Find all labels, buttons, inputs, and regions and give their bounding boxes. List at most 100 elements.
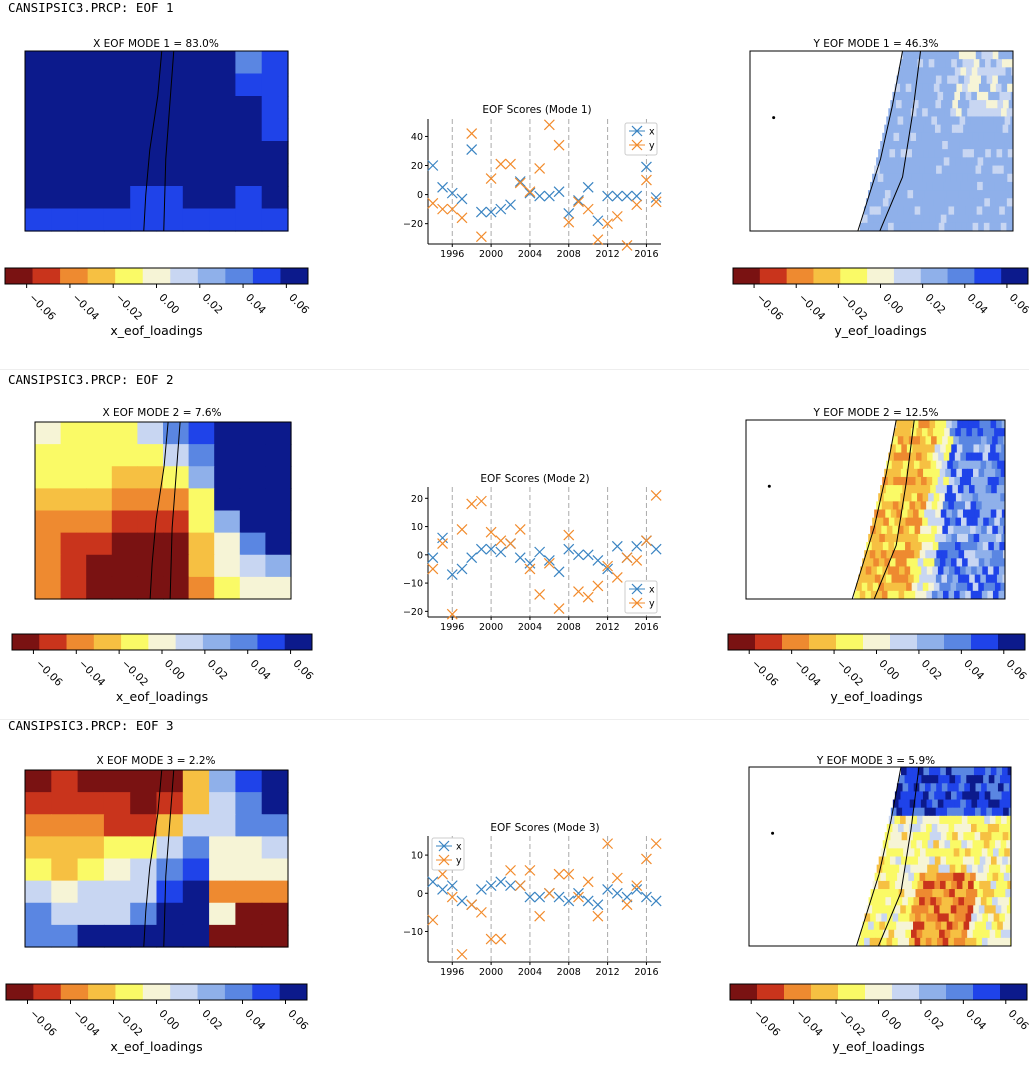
legend-label: x [456,842,462,853]
score-point-x [641,891,652,903]
score-point-x [621,190,633,202]
y-tick-label: 20 [411,161,423,172]
legend-label: y [649,599,655,610]
score-point-x [611,540,623,552]
score-point-y [543,119,555,131]
score-point-y [611,210,623,222]
score-point-y [563,529,575,541]
score-point-y [582,203,594,215]
score-point-x [573,887,584,899]
score-point-y [475,906,487,918]
colorbar-tick-label: −0.06 [27,292,58,323]
score-point-y [446,608,458,620]
x-eof-map: X EOF MODE 2 = 7.6% [34,407,292,600]
x-eof-map: X EOF MODE 3 = 2.2% [24,755,289,948]
row-title: CANSIPSIC3.PRCP: EOF 2 [8,372,174,387]
score-point-y [553,139,565,151]
x-tick-label: 2004 [518,967,542,978]
score-point-x [427,552,439,564]
score-point-x [582,549,594,561]
legend-label: x [649,127,655,138]
y-tick-label: 40 [411,132,423,143]
x-tick-label: 2000 [479,622,503,633]
score-point-y [602,838,614,850]
colorbar-tick-label: 0.06 [290,658,315,683]
legend-marker [438,840,450,852]
eof-row-2: CANSIPSIC3.PRCP: EOF 2 X EOF MODE 2 = 7.… [0,372,1029,724]
score-point-y [485,933,497,945]
row-title: CANSIPSIC3.PRCP: EOF 1 [8,0,174,15]
scores-title: EOF Scores (Mode 1) [482,104,591,116]
scores-plot: −20 −10 0 10 20 1996 2000 2004 2008 2012 2016 xy [403,487,662,633]
y-tick-label: 10 [411,522,423,533]
score-point-y [485,173,497,185]
y-tick-label: −20 [403,219,423,230]
score-point-x [631,540,643,552]
score-point-y [475,231,487,243]
score-point-x [592,215,604,227]
score-point-y [485,526,497,538]
score-point-y [524,186,536,198]
score-point-y [514,880,526,892]
score-point-x [611,887,623,899]
legend-marker [631,597,643,609]
score-point-x [475,543,487,555]
colorbar-tick-label: 0.00 [876,658,901,683]
colorbar-label: y_eof_loadings [834,323,926,338]
score-point-x [466,144,478,155]
scores-legend: xy [624,580,658,614]
score-point-y [543,557,555,569]
score-point-x [437,884,448,895]
score-point-y [534,588,546,600]
colorbar-tick-label: −0.06 [754,292,785,323]
score-point-x [650,192,662,203]
score-point-y [427,197,439,209]
score-point-y [466,899,478,911]
score-point-y [573,891,584,903]
score-point-y [456,948,468,960]
x-map-grid [34,421,292,600]
x-map-title: X EOF MODE 3 = 2.2% [96,755,215,767]
colorbar-tick-label: −0.04 [794,1008,825,1039]
score-point-y [650,490,662,501]
x-tick-label: 1996 [440,249,464,260]
score-point-x [534,190,546,202]
y-eof-map: Y EOF MODE 1 = 46.3% [749,38,1014,232]
colorbar-label: x_eof_loadings [116,689,208,704]
score-point-x [543,555,555,566]
score-point-x [485,206,497,218]
scores-chart: EOF Scores (Mode 1) −20 0 20 40 1996 2000 2004… [403,104,662,260]
score-point-y [641,853,652,865]
score-point-y [495,158,507,170]
colorbar-label: y_eof_loadings [832,1039,924,1054]
y-tick-label: 0 [417,550,423,561]
score-point-y [631,199,643,211]
colorbar-tick-label: 0.00 [156,292,181,317]
score-point-y [650,838,662,850]
score-point-x [563,208,575,219]
score-point-x [524,187,536,199]
score-point-x [543,190,555,202]
scores-chart: EOF Scores (Mode 3) −10 0 10 1996 2000 2004 20… [403,822,662,978]
y-tick-label: 0 [417,889,423,900]
score-point-x [553,566,565,578]
score-point-x [592,555,604,566]
score-point-x [582,895,594,907]
eof-row-3-figure: X EOF MODE 3 = 2.2% −0.06 −0.04 −0.02 0.00 0… [5,755,1029,1054]
score-point-y [573,586,584,597]
score-point-x [514,176,526,187]
x-map-grid [24,769,289,948]
y-eof-map: Y EOF MODE 2 = 12.5% [745,407,1006,600]
score-point-x [524,891,536,903]
x-tick-label: 2012 [596,249,620,260]
score-point-y [621,552,633,564]
score-point-x [631,884,643,895]
score-point-x [437,181,448,193]
score-point-x [553,891,565,903]
colorbar-tick-label: 0.02 [919,658,944,683]
score-point-x [427,160,439,171]
colorbar-tick-label: 0.02 [205,658,230,683]
x-tick-label: 2016 [634,622,658,633]
score-point-y [437,868,448,880]
score-point-y [427,914,439,926]
